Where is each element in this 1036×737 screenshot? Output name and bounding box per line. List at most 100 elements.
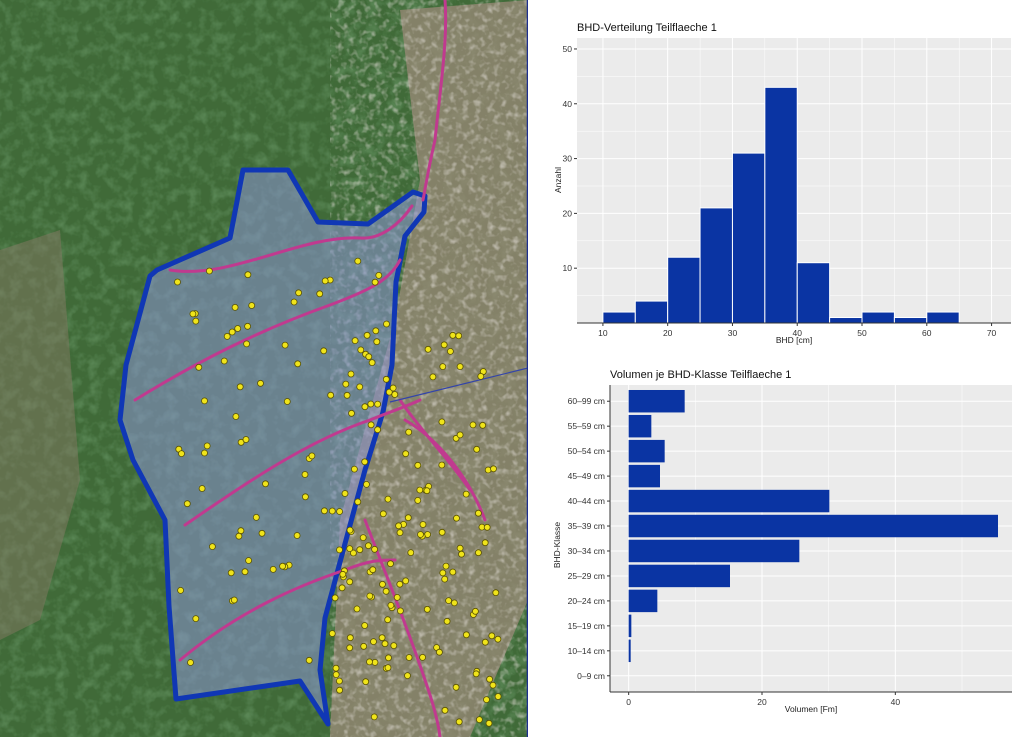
tree-point [475, 716, 483, 723]
tree-point [220, 357, 228, 365]
tree-point [405, 428, 413, 436]
tree-point [187, 659, 194, 666]
tree-point [361, 622, 369, 629]
tree-point [371, 545, 379, 553]
hist-bar [699, 207, 733, 324]
tree-point [281, 341, 289, 349]
tree-point [488, 632, 496, 640]
tree-point [387, 602, 395, 609]
tree-point [364, 542, 372, 550]
tree-point [374, 400, 382, 408]
vol-bar [628, 564, 730, 588]
hist-x-axis-label: BHD [cm] [776, 335, 812, 345]
bhd-histogram-chart: BHD-Verteilung Teilflaeche 1 10 20 30 40 50 6… [553, 22, 1025, 345]
tree-point [359, 534, 367, 541]
tree-point [308, 452, 316, 460]
tree-point [363, 480, 370, 488]
tree-point [223, 332, 231, 340]
vol-bar [628, 489, 830, 513]
aerial-map-panel [0, 0, 528, 737]
tree-point [346, 578, 354, 586]
stand-polygon[interactable] [117, 167, 428, 727]
tree-point [414, 496, 422, 504]
tree-point [201, 449, 208, 457]
tree-point [382, 375, 390, 383]
tree-point [416, 486, 424, 494]
tree-point [301, 471, 309, 478]
tree-point [327, 391, 335, 399]
hist-bar [667, 256, 701, 324]
tree-point [192, 317, 200, 325]
tree-point [234, 325, 242, 332]
tree-point [356, 546, 364, 554]
vol-y-tick-label: 60–99 cm [568, 396, 605, 406]
tree-point [417, 531, 424, 538]
tree-point [243, 340, 251, 348]
tree-point [471, 607, 479, 615]
tree-point [366, 592, 374, 600]
tree-point [242, 436, 250, 443]
vol-bar [628, 439, 665, 463]
tree-point [458, 550, 465, 558]
hist-x-tick-label: 20 [663, 328, 673, 338]
tree-point [248, 302, 256, 309]
tree-point [321, 277, 329, 285]
tree-point [429, 373, 437, 381]
tree-point [387, 560, 394, 568]
tree-point [424, 345, 432, 353]
tree-point [494, 693, 502, 700]
tree-point [336, 546, 343, 554]
tree-point [474, 549, 482, 557]
tree-point [227, 569, 235, 577]
tree-point [244, 271, 252, 279]
tree-point [385, 388, 393, 396]
tree-point [257, 379, 264, 387]
tree-point [445, 597, 453, 604]
tree-point [174, 278, 181, 286]
vol-title: Volumen je BHD-Klasse Teilflaeche 1 [610, 369, 791, 381]
hist-y-tick-label: 10 [563, 263, 573, 273]
vol-y-tick-label: 0–9 cm [577, 671, 605, 681]
tree-point [335, 677, 343, 685]
tree-point [372, 327, 380, 335]
hist-x-ticks: 10 20 30 40 50 60 70 [577, 322, 1011, 338]
vol-y-tick-label: 15–19 cm [568, 621, 605, 631]
tree-point [474, 509, 482, 517]
vol-y-ticks: 0–9 cm 10–14 cm 15–19 cm 20–24 cm 25–29 cm 30… [568, 385, 611, 692]
tree-point [481, 638, 489, 646]
tree-point [331, 594, 339, 602]
tree-point [244, 322, 252, 330]
tree-point [252, 514, 260, 521]
hist-y-tick-label: 50 [563, 44, 573, 54]
tree-point [404, 514, 412, 522]
vol-bar [628, 589, 658, 613]
tree-point [419, 654, 427, 661]
tree-point [441, 575, 449, 583]
tree-point [423, 605, 431, 613]
tree-point [195, 363, 203, 371]
tree-point [183, 500, 191, 508]
tree-point [245, 557, 253, 564]
tree-point [393, 594, 401, 601]
tree-point [483, 523, 491, 531]
tree-point-markers [174, 257, 502, 727]
tree-point [258, 529, 266, 537]
tree-point [439, 569, 447, 577]
tree-point [442, 562, 450, 570]
tree-point [235, 532, 243, 540]
tree-point [389, 384, 397, 392]
hist-bar [764, 86, 798, 324]
vol-bar [628, 514, 998, 538]
tree-point [203, 442, 211, 450]
tree-point [479, 421, 487, 429]
vol-bar [628, 639, 631, 663]
tree-point [367, 421, 375, 429]
tree-point [189, 310, 197, 318]
tree-point [391, 391, 399, 398]
tree-point [381, 640, 389, 648]
tree-point [385, 654, 392, 662]
tree-point [404, 672, 411, 679]
hist-x-tick-label: 60 [922, 328, 932, 338]
tree-point [477, 372, 485, 380]
tree-point [339, 570, 347, 578]
